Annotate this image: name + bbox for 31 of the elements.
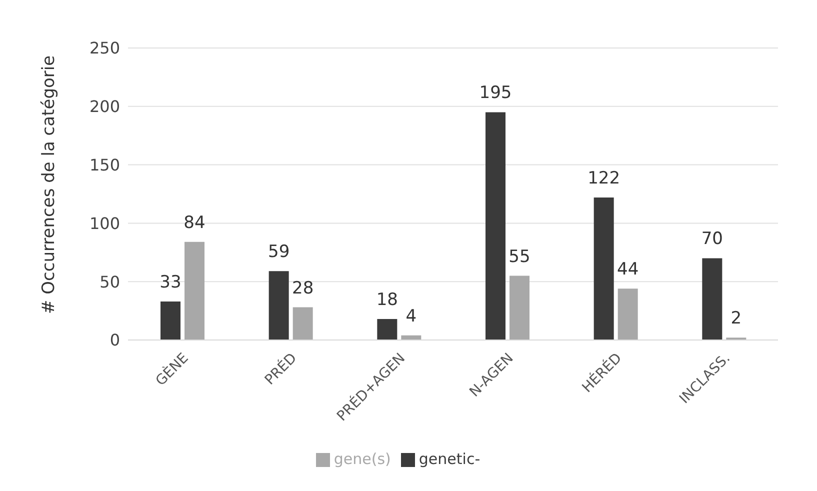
bar	[184, 242, 204, 340]
bar	[702, 258, 722, 340]
y-axis-title: # Occurrences de la catégorie	[39, 55, 60, 314]
legend-label: gene(s)	[334, 450, 391, 468]
data-label: 70	[701, 229, 723, 250]
data-label: 2	[730, 308, 742, 329]
bar	[486, 112, 506, 340]
data-label: 44	[617, 260, 639, 280]
y-tick-label: 150	[89, 155, 120, 174]
y-tick-label: 0	[110, 330, 120, 350]
y-tick-label: 50	[100, 272, 120, 292]
y-tick-label: 250	[89, 38, 120, 58]
data-label: 33	[160, 272, 182, 292]
bar	[618, 288, 638, 340]
legend-label: genetic-	[418, 450, 480, 468]
data-label: 28	[292, 278, 314, 298]
bar	[160, 301, 180, 340]
data-label: 18	[376, 290, 398, 310]
y-tick-label: 200	[89, 97, 120, 116]
bar	[594, 198, 614, 340]
bar	[377, 318, 398, 340]
bar	[510, 276, 530, 340]
bar	[292, 307, 313, 340]
data-label: 55	[508, 246, 530, 267]
bar	[268, 271, 289, 340]
data-label: 122	[588, 168, 620, 189]
data-label: 84	[184, 212, 206, 233]
data-label: 59	[268, 242, 290, 262]
data-label: 195	[479, 83, 512, 104]
y-tick-label: 100	[89, 214, 120, 233]
data-label: 4	[406, 306, 417, 326]
